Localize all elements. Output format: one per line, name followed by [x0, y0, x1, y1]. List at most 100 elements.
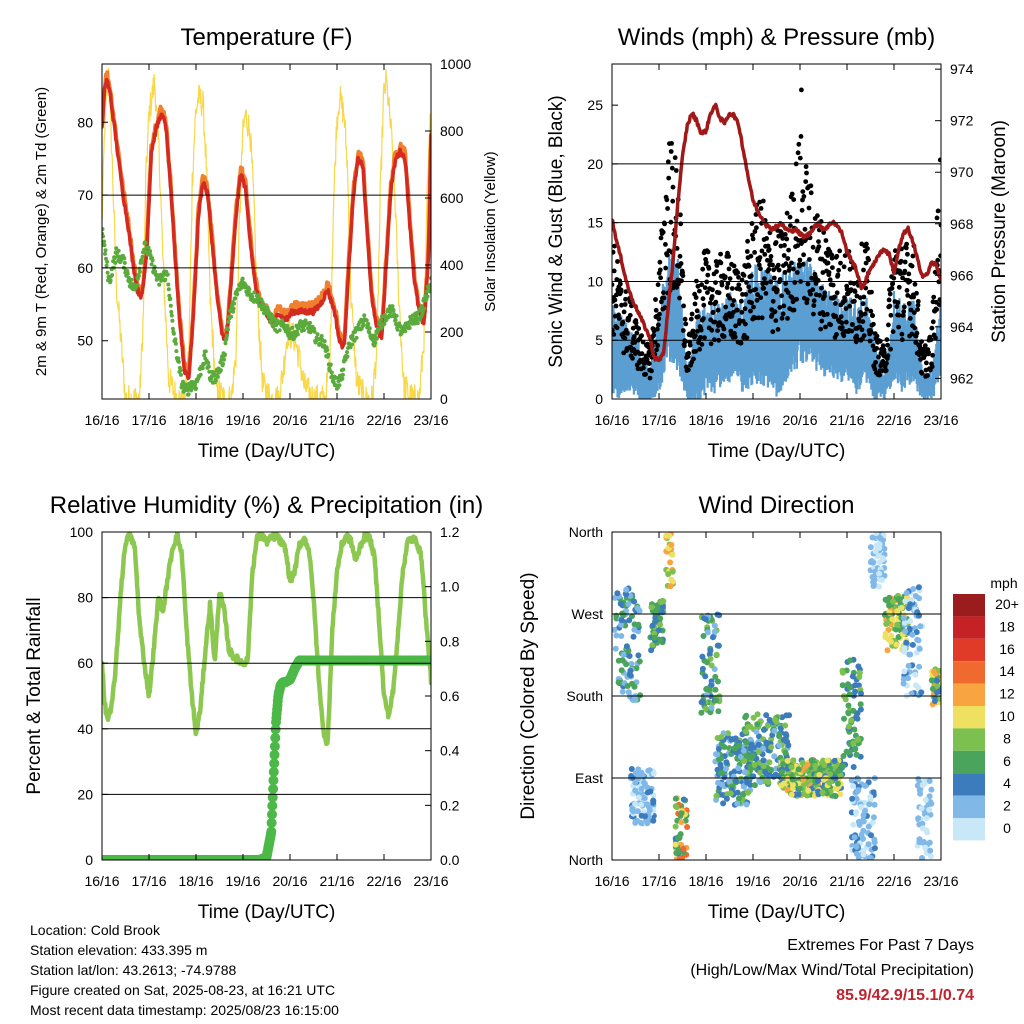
dewpoint-point — [122, 256, 127, 261]
gust-point — [672, 155, 678, 161]
gust-point — [712, 337, 717, 343]
wind-direction-point — [750, 714, 757, 721]
wind-direction-point — [632, 770, 639, 777]
y2-tick-label: 0.6 — [440, 688, 460, 704]
y2-tick-label: 974 — [950, 61, 974, 77]
gust-point — [908, 307, 914, 313]
wind-direction-point — [715, 642, 722, 649]
dewpoint-point — [116, 248, 121, 253]
y2-tick-label: 1000 — [440, 56, 471, 72]
y2-tick-label: 966 — [950, 267, 974, 283]
wind-direction-point — [672, 841, 679, 848]
gust-point — [613, 303, 619, 309]
dewpoint-point — [226, 319, 231, 324]
wind-direction-point — [659, 603, 666, 610]
legend-label: 12 — [999, 686, 1015, 702]
legend-title: mph — [990, 575, 1017, 591]
gust-point — [743, 292, 749, 297]
wind-direction-point — [790, 757, 797, 764]
wind-direction-point — [872, 548, 879, 555]
dewpoint-point — [403, 329, 408, 334]
gust-point — [686, 350, 692, 356]
wind-direction-point — [931, 668, 938, 675]
x-tick-label: 17/16 — [131, 873, 166, 889]
wind-direction-point — [728, 736, 735, 743]
gust-point — [740, 292, 745, 297]
x-tick-label: 18/16 — [688, 873, 723, 889]
gust-point — [769, 312, 775, 317]
gust-point — [661, 290, 666, 295]
gust-point — [808, 183, 814, 189]
gust-point — [663, 242, 668, 247]
gust-point — [935, 208, 941, 214]
gust-point — [928, 337, 934, 342]
dewpoint-point — [143, 240, 148, 245]
wind-direction-point — [867, 544, 874, 551]
gust-point — [779, 315, 785, 321]
gust-point — [838, 260, 843, 266]
dewpoint-point — [102, 227, 105, 232]
wind-direction-point — [780, 761, 787, 768]
gust-point — [759, 315, 765, 321]
x-axis-label: Time (Day/UTC) — [198, 441, 336, 462]
gust-point — [745, 238, 750, 244]
wind-direction-points — [612, 532, 941, 860]
dewpoint-point — [176, 359, 181, 364]
gust-point — [885, 342, 890, 348]
gust-point — [722, 274, 728, 280]
wind-direction-point — [739, 792, 746, 799]
wind-direction-point — [850, 740, 857, 747]
gust-point — [705, 290, 710, 295]
gust-point — [773, 240, 779, 245]
dewpoint-point — [166, 282, 171, 287]
dewpoint-point — [367, 330, 372, 335]
wind-direction-point — [777, 725, 784, 732]
wind-direction-point — [712, 686, 719, 693]
gust-point — [762, 276, 767, 282]
gust-point — [834, 332, 839, 337]
wind-direction-point — [821, 762, 828, 769]
wind-direction-point — [710, 634, 716, 641]
gust-point — [812, 271, 818, 277]
gust-point — [898, 271, 903, 276]
y-tick-label: North — [569, 524, 603, 540]
x-tick-label: 20/16 — [782, 873, 817, 889]
wind-direction-point — [848, 809, 855, 816]
gust-point — [816, 239, 821, 245]
wind-direction-point — [870, 583, 877, 589]
legend-swatch — [953, 818, 985, 841]
wind-direction-point — [765, 778, 772, 785]
gust-point — [731, 263, 737, 269]
gust-point — [664, 197, 670, 203]
gust-point — [612, 249, 616, 255]
dewpoint-point — [325, 348, 330, 352]
gust-point — [887, 303, 893, 309]
wind-direction-point — [871, 801, 878, 808]
wind-direction-point — [735, 795, 742, 802]
wind-direction-point — [905, 662, 912, 669]
wind-direction-point — [699, 653, 706, 660]
gust-point — [737, 286, 743, 292]
gust-point — [833, 301, 838, 306]
wind-direction-point — [776, 742, 783, 749]
gust-point — [872, 366, 878, 372]
wind-direction-point — [637, 692, 644, 699]
gust-point — [902, 304, 907, 310]
gust-point — [931, 294, 937, 300]
gust-point — [797, 257, 803, 263]
wind-direction-point — [915, 637, 922, 644]
gust-point — [899, 331, 905, 337]
precipitation-point — [269, 758, 280, 769]
wind-direction-point — [743, 712, 750, 719]
wind-direction-point — [684, 824, 691, 830]
wind-direction-point — [858, 690, 864, 697]
y2-axis-label: Solar Insolation (Yellow) — [482, 151, 499, 311]
wind-direction-point — [755, 741, 762, 748]
gust-point — [880, 343, 886, 349]
wind-direction-point — [816, 772, 823, 778]
dewpoint-point — [206, 364, 211, 369]
wind-direction-point — [736, 742, 743, 749]
wind-direction-point — [915, 584, 922, 591]
relative-humidity-line — [102, 532, 431, 747]
wind-direction-point — [667, 559, 674, 566]
